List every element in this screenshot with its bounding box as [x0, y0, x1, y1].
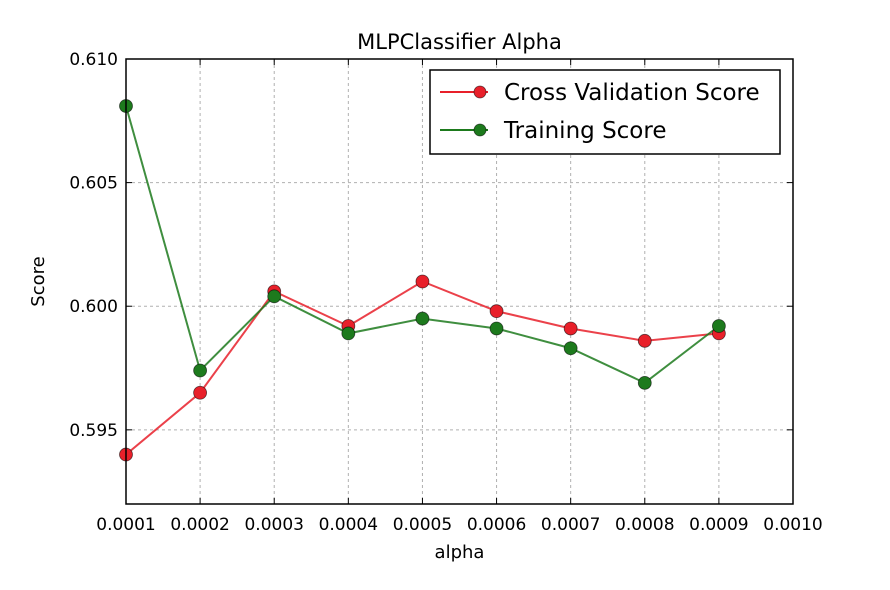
x-tick-label: 0.0007: [541, 515, 600, 535]
legend-marker-cross-validation: [473, 85, 487, 99]
legend-label-cross-validation: Cross Validation Score: [504, 80, 760, 106]
y-tick-label: 0.610: [69, 50, 118, 70]
series-1-point: [193, 363, 208, 378]
plot-frame: [125, 58, 794, 505]
x-tick-label: 0.0005: [393, 515, 452, 535]
series-0-point: [415, 274, 430, 289]
legend-label-training: Training Score: [503, 118, 666, 144]
x-tick-label: 0.0003: [244, 515, 303, 535]
y-tick-label: 0.600: [69, 297, 118, 317]
x-tick-label: 0.0002: [170, 515, 229, 535]
x-tick-label: 0.0010: [763, 515, 822, 535]
series-1-point: [267, 289, 282, 304]
chart-title: MLPClassifier Alpha: [357, 30, 562, 54]
series-0-point: [489, 304, 504, 319]
x-tick-label: 0.0001: [96, 515, 155, 535]
series-1-point: [341, 326, 356, 341]
series-1-point: [711, 319, 726, 333]
series-1-point: [563, 341, 578, 356]
y-tick-label: 0.605: [69, 174, 118, 194]
legend-marker-training: [473, 123, 487, 137]
y-tick-label: 0.595: [69, 421, 118, 441]
x-tick-label: 0.0004: [319, 515, 378, 535]
series-layer: [119, 99, 726, 462]
y-axis-label: Score: [28, 256, 49, 306]
series-1-point: [489, 321, 504, 336]
x-tick-label: 0.0008: [615, 515, 674, 535]
x-axis-label: alpha: [435, 542, 485, 563]
tick-layer: 0.0001 0.0002 0.0003 0.0004 0.0005 0.0006 0.00…: [69, 50, 822, 535]
series-0-point: [193, 385, 208, 400]
series-0-point: [563, 321, 578, 336]
x-tick-label: 0.0006: [467, 515, 526, 535]
series-0-point: [637, 333, 652, 348]
series-1-point: [415, 311, 430, 326]
x-tick-label: 0.0009: [689, 515, 748, 535]
legend-box: [429, 69, 781, 155]
legend: Cross Validation Score Training Score: [429, 69, 781, 155]
series-1-point: [637, 375, 652, 390]
